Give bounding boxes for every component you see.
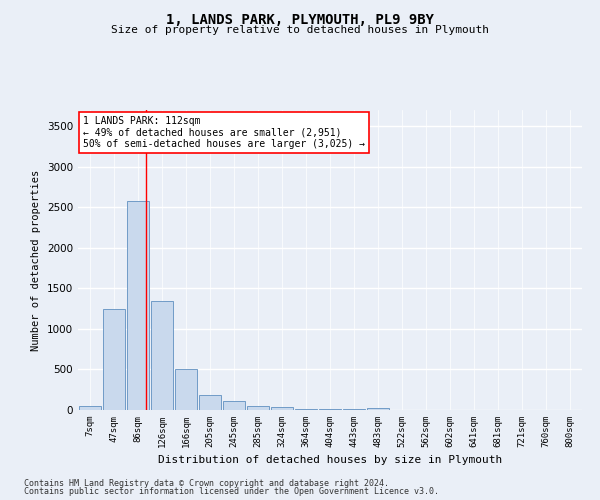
Bar: [175, 370, 197, 410]
Text: Size of property relative to detached houses in Plymouth: Size of property relative to detached ho…: [111, 25, 489, 35]
Text: 1 LANDS PARK: 112sqm
← 49% of detached houses are smaller (2,951)
50% of semi-de: 1 LANDS PARK: 112sqm ← 49% of detached h…: [83, 116, 365, 149]
Bar: [199, 395, 221, 410]
X-axis label: Distribution of detached houses by size in Plymouth: Distribution of detached houses by size …: [158, 456, 502, 466]
Bar: [295, 409, 317, 410]
Text: 1, LANDS PARK, PLYMOUTH, PL9 9BY: 1, LANDS PARK, PLYMOUTH, PL9 9BY: [166, 12, 434, 26]
Bar: [271, 407, 293, 410]
Text: Contains HM Land Registry data © Crown copyright and database right 2024.: Contains HM Land Registry data © Crown c…: [24, 478, 389, 488]
Bar: [79, 406, 101, 410]
Bar: [223, 400, 245, 410]
Bar: [127, 201, 149, 410]
Bar: [319, 409, 341, 410]
Bar: [343, 409, 365, 410]
Bar: [247, 406, 269, 410]
Y-axis label: Number of detached properties: Number of detached properties: [31, 170, 41, 350]
Bar: [151, 302, 173, 410]
Bar: [367, 408, 389, 410]
Bar: [103, 308, 125, 410]
Text: Contains public sector information licensed under the Open Government Licence v3: Contains public sector information licen…: [24, 487, 439, 496]
